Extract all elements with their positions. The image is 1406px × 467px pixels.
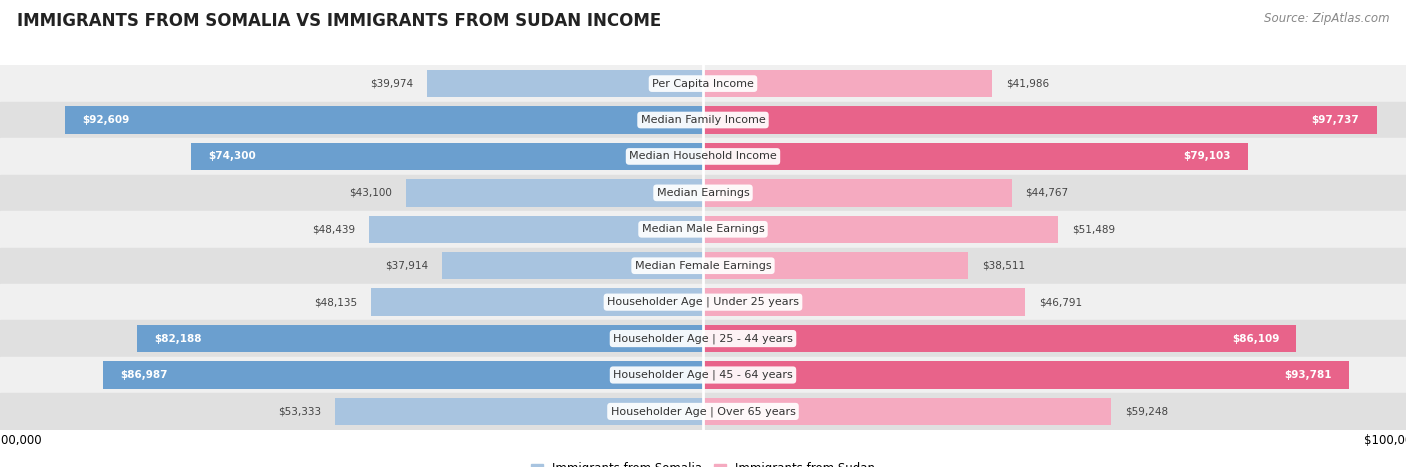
Text: $48,135: $48,135 — [315, 297, 357, 307]
Bar — [427, 70, 703, 97]
Bar — [0, 248, 1406, 284]
Bar — [370, 216, 703, 243]
Bar — [0, 357, 1406, 393]
Text: $38,511: $38,511 — [983, 261, 1025, 271]
Bar — [703, 325, 1296, 352]
Bar — [703, 361, 1350, 389]
Text: $86,987: $86,987 — [121, 370, 169, 380]
Text: $79,103: $79,103 — [1184, 151, 1232, 162]
Bar — [703, 289, 1025, 316]
Bar — [104, 361, 703, 389]
Text: Median Male Earnings: Median Male Earnings — [641, 224, 765, 234]
Text: $37,914: $37,914 — [385, 261, 427, 271]
Bar — [371, 289, 703, 316]
Bar — [0, 138, 1406, 175]
Text: $48,439: $48,439 — [312, 224, 356, 234]
Text: $43,100: $43,100 — [349, 188, 392, 198]
Bar — [0, 284, 1406, 320]
Text: Median Household Income: Median Household Income — [628, 151, 778, 162]
Bar — [406, 179, 703, 206]
Text: $74,300: $74,300 — [208, 151, 256, 162]
Text: IMMIGRANTS FROM SOMALIA VS IMMIGRANTS FROM SUDAN INCOME: IMMIGRANTS FROM SOMALIA VS IMMIGRANTS FR… — [17, 12, 661, 30]
Bar — [0, 393, 1406, 430]
Text: Median Female Earnings: Median Female Earnings — [634, 261, 772, 271]
Text: $53,333: $53,333 — [278, 406, 322, 417]
Text: Median Family Income: Median Family Income — [641, 115, 765, 125]
Text: $44,767: $44,767 — [1025, 188, 1069, 198]
Text: $86,109: $86,109 — [1232, 333, 1279, 344]
Text: $59,248: $59,248 — [1125, 406, 1168, 417]
Bar — [703, 179, 1011, 206]
Bar — [0, 211, 1406, 248]
Bar — [703, 398, 1111, 425]
Text: Householder Age | 25 - 44 years: Householder Age | 25 - 44 years — [613, 333, 793, 344]
Text: Householder Age | 45 - 64 years: Householder Age | 45 - 64 years — [613, 370, 793, 380]
Bar — [703, 143, 1249, 170]
Bar — [0, 320, 1406, 357]
Text: $82,188: $82,188 — [153, 333, 201, 344]
Text: $97,737: $97,737 — [1312, 115, 1360, 125]
Bar — [703, 216, 1057, 243]
Bar — [0, 175, 1406, 211]
Bar — [0, 65, 1406, 102]
Bar — [703, 70, 993, 97]
Text: $39,974: $39,974 — [371, 78, 413, 89]
Text: Source: ZipAtlas.com: Source: ZipAtlas.com — [1264, 12, 1389, 25]
Bar — [441, 252, 703, 279]
Bar — [703, 252, 969, 279]
Text: $51,489: $51,489 — [1071, 224, 1115, 234]
Bar — [703, 106, 1376, 134]
Text: $41,986: $41,986 — [1007, 78, 1049, 89]
Bar — [65, 106, 703, 134]
Bar — [191, 143, 703, 170]
Text: Householder Age | Over 65 years: Householder Age | Over 65 years — [610, 406, 796, 417]
Legend: Immigrants from Somalia, Immigrants from Sudan: Immigrants from Somalia, Immigrants from… — [526, 458, 880, 467]
Text: Per Capita Income: Per Capita Income — [652, 78, 754, 89]
Bar — [136, 325, 703, 352]
Text: $92,609: $92,609 — [82, 115, 129, 125]
Text: $46,791: $46,791 — [1039, 297, 1083, 307]
Bar — [0, 102, 1406, 138]
Text: Householder Age | Under 25 years: Householder Age | Under 25 years — [607, 297, 799, 307]
Bar — [336, 398, 703, 425]
Text: $93,781: $93,781 — [1285, 370, 1331, 380]
Text: Median Earnings: Median Earnings — [657, 188, 749, 198]
